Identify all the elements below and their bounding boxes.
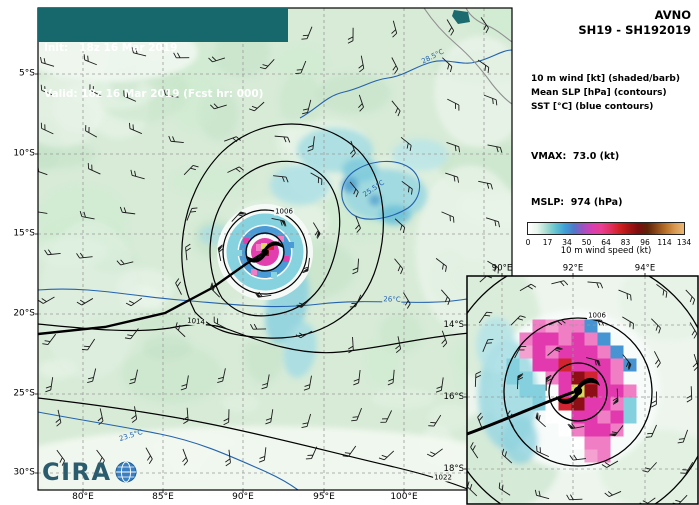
colorbar-tick-label: 34	[562, 238, 572, 247]
colorbar	[527, 222, 685, 235]
lat-tick-label: 10°S	[13, 148, 35, 159]
lon-tick-label: 80°E	[72, 492, 94, 502]
colorbar-tick-label: 64	[601, 238, 611, 247]
inset-lat-tick-label: 18°S	[443, 463, 464, 474]
storm-track	[38, 250, 266, 336]
lat-tick-label: 20°S	[13, 308, 35, 319]
contour-label: 1022	[433, 473, 453, 482]
init-valid-panel: Init: 18z 16 Mar 2019 Valid: 18z 16 Mar …	[38, 8, 288, 100]
model-title-block: AVNO SH19 - SH192019	[578, 8, 691, 38]
cyclone-icon	[247, 241, 283, 263]
cira-logo-text: CIRA	[42, 458, 112, 486]
lat-tick-label: 25°S	[13, 388, 35, 399]
slp-contours	[38, 123, 512, 490]
lon-tick-label: 90°E	[232, 492, 254, 502]
colorbar-tick-label: 96	[640, 238, 650, 247]
colorbar-tick-label: 0	[525, 238, 531, 247]
main-map	[38, 8, 512, 490]
contour-label: 1006	[274, 207, 294, 216]
field-legend: 10 m wind [kt] (shaded/barb) Mean SLP [h…	[531, 73, 680, 115]
colorbar-tick-label: 134	[676, 238, 692, 247]
inset-map	[466, 275, 699, 505]
mslp-value: MSLP: 974 (hPa)	[531, 196, 623, 208]
lon-tick-label: 85°E	[152, 492, 174, 502]
colorbar-label: 10 m wind speed (kt)	[560, 246, 652, 256]
valid-line: Valid: 18z 16 Mar 2019 (Fcst hr: 000)	[44, 88, 264, 101]
land-area	[452, 10, 470, 24]
inset-border	[466, 275, 699, 505]
storm-vitals: VMAX: 73.0 (kt) MSLP: 974 (hPa)	[531, 119, 622, 241]
inset-lon-tick-label: 94°E	[634, 263, 656, 274]
inset-cyclone-icon	[556, 377, 600, 405]
inset-contour-label: 1006	[587, 311, 607, 320]
model-name: AVNO	[654, 8, 691, 22]
legend-slp: Mean SLP [hPa] (contours)	[531, 87, 667, 98]
inset-grid	[467, 276, 698, 504]
lon-tick-label: 95°E	[313, 492, 335, 502]
init-line: Init: 18z 16 Mar 2019	[44, 42, 178, 55]
cira-logo: CIRA	[42, 458, 137, 486]
legend-sst: SST [°C] (blue contours)	[531, 101, 654, 112]
inset-slp-contours	[467, 276, 698, 504]
inset-lat-tick-label: 16°S	[443, 391, 464, 402]
inset-wind-pixels	[506, 319, 637, 463]
colorbar-tick-label: 17	[542, 238, 553, 247]
coastline	[423, 8, 512, 105]
inset-wind-barbs	[467, 276, 698, 504]
storm-id: SH19 - SH192019	[578, 22, 691, 37]
lat-tick-label: 5°S	[19, 68, 35, 79]
contour-label: 26°C	[382, 295, 402, 304]
colorbar-tick-label: 50	[581, 238, 592, 247]
lat-tick-label: 30°S	[13, 467, 35, 478]
globe-icon	[115, 461, 137, 483]
colorbar-tick-label: 114	[657, 238, 672, 247]
lat-tick-label: 15°S	[13, 228, 35, 239]
inset-lon-tick-label: 92°E	[562, 263, 584, 274]
inset-lon-tick-label: 90°E	[491, 263, 513, 274]
lon-tick-label: 100°E	[390, 492, 418, 502]
legend-wind: 10 m wind [kt] (shaded/barb)	[531, 74, 680, 84]
inset-storm-track	[467, 390, 575, 436]
vmax-value: VMAX: 73.0 (kt)	[531, 151, 620, 163]
inset-lat-tick-label: 14°S	[443, 319, 464, 330]
colorbar-tick-label: 83	[620, 238, 631, 247]
